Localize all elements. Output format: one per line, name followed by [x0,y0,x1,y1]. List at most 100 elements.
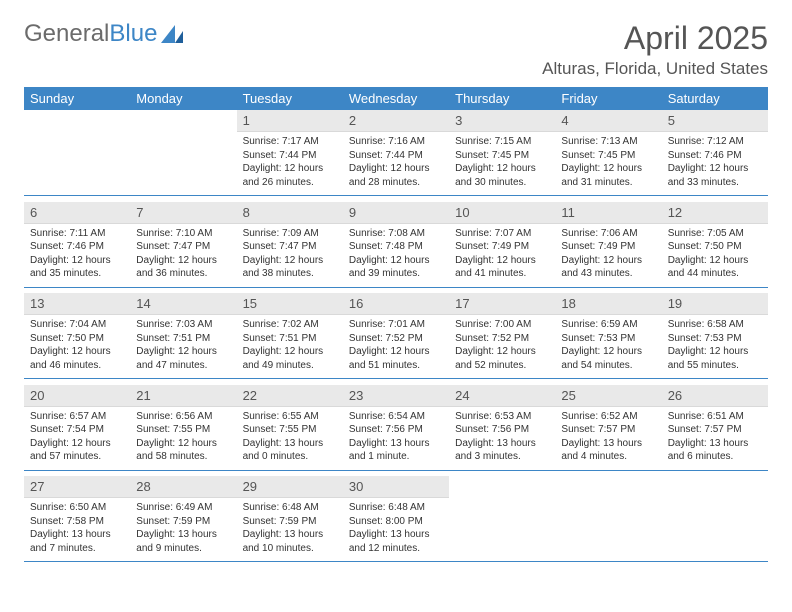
day-number: 2 [343,110,449,132]
day-cell: 16Sunrise: 7:01 AMSunset: 7:52 PMDayligh… [343,293,449,379]
logo-icon [161,25,187,43]
sunset-text: Sunset: 7:53 PM [668,332,762,346]
daylight-text: Daylight: 12 hours and 54 minutes. [561,345,655,372]
dow-header: Tuesday [237,87,343,110]
sunrise-text: Sunrise: 6:50 AM [30,501,124,515]
day-cell: 9Sunrise: 7:08 AMSunset: 7:48 PMDaylight… [343,202,449,288]
daylight-text: Daylight: 12 hours and 44 minutes. [668,254,762,281]
day-number: 22 [237,385,343,407]
day-body: Sunrise: 6:53 AMSunset: 7:56 PMDaylight:… [449,407,555,470]
day-body: Sunrise: 6:58 AMSunset: 7:53 PMDaylight:… [662,315,768,378]
day-cell: 17Sunrise: 7:00 AMSunset: 7:52 PMDayligh… [449,293,555,379]
dow-header: Wednesday [343,87,449,110]
sunset-text: Sunset: 7:52 PM [349,332,443,346]
day-cell: 14Sunrise: 7:03 AMSunset: 7:51 PMDayligh… [130,293,236,379]
day-cell: 30Sunrise: 6:48 AMSunset: 8:00 PMDayligh… [343,476,449,562]
week-row: 1Sunrise: 7:17 AMSunset: 7:44 PMDaylight… [24,110,768,196]
day-body: Sunrise: 7:03 AMSunset: 7:51 PMDaylight:… [130,315,236,378]
daylight-text: Daylight: 13 hours and 1 minute. [349,437,443,464]
day-body: Sunrise: 7:04 AMSunset: 7:50 PMDaylight:… [24,315,130,378]
sunrise-text: Sunrise: 6:54 AM [349,410,443,424]
day-cell: 28Sunrise: 6:49 AMSunset: 7:59 PMDayligh… [130,476,236,562]
sunrise-text: Sunrise: 7:01 AM [349,318,443,332]
dow-header: Sunday [24,87,130,110]
daylight-text: Daylight: 13 hours and 4 minutes. [561,437,655,464]
sunrise-text: Sunrise: 6:49 AM [136,501,230,515]
sunrise-text: Sunrise: 7:05 AM [668,227,762,241]
day-number: 16 [343,293,449,315]
daylight-text: Daylight: 12 hours and 52 minutes. [455,345,549,372]
day-number: 26 [662,385,768,407]
sunrise-text: Sunrise: 7:17 AM [243,135,337,149]
day-number: 7 [130,202,236,224]
sunrise-text: Sunrise: 6:52 AM [561,410,655,424]
sunset-text: Sunset: 7:59 PM [136,515,230,529]
day-body: Sunrise: 7:17 AMSunset: 7:44 PMDaylight:… [237,132,343,195]
day-number: 20 [24,385,130,407]
week-row: 13Sunrise: 7:04 AMSunset: 7:50 PMDayligh… [24,293,768,379]
sunset-text: Sunset: 7:50 PM [30,332,124,346]
sunrise-text: Sunrise: 6:48 AM [349,501,443,515]
week-row: 27Sunrise: 6:50 AMSunset: 7:58 PMDayligh… [24,476,768,562]
day-cell: 24Sunrise: 6:53 AMSunset: 7:56 PMDayligh… [449,385,555,471]
sunset-text: Sunset: 7:57 PM [561,423,655,437]
day-cell: 19Sunrise: 6:58 AMSunset: 7:53 PMDayligh… [662,293,768,379]
sunset-text: Sunset: 7:47 PM [136,240,230,254]
daylight-text: Daylight: 13 hours and 3 minutes. [455,437,549,464]
day-cell: 15Sunrise: 7:02 AMSunset: 7:51 PMDayligh… [237,293,343,379]
day-body: Sunrise: 7:09 AMSunset: 7:47 PMDaylight:… [237,224,343,287]
title-block: April 2025 Alturas, Florida, United Stat… [542,20,768,79]
sunset-text: Sunset: 7:44 PM [349,149,443,163]
sunset-text: Sunset: 7:44 PM [243,149,337,163]
day-cell: 11Sunrise: 7:06 AMSunset: 7:49 PMDayligh… [555,202,661,288]
day-body: Sunrise: 6:54 AMSunset: 7:56 PMDaylight:… [343,407,449,470]
daylight-text: Daylight: 13 hours and 0 minutes. [243,437,337,464]
sunrise-text: Sunrise: 6:57 AM [30,410,124,424]
sunset-text: Sunset: 7:53 PM [561,332,655,346]
day-cell: 12Sunrise: 7:05 AMSunset: 7:50 PMDayligh… [662,202,768,288]
sunrise-text: Sunrise: 7:02 AM [243,318,337,332]
daylight-text: Daylight: 12 hours and 36 minutes. [136,254,230,281]
sunset-text: Sunset: 7:47 PM [243,240,337,254]
day-number: 12 [662,202,768,224]
logo-text-2: Blue [109,20,157,48]
day-number: 15 [237,293,343,315]
day-number: 28 [130,476,236,498]
day-body: Sunrise: 7:06 AMSunset: 7:49 PMDaylight:… [555,224,661,287]
sunset-text: Sunset: 7:55 PM [243,423,337,437]
day-body: Sunrise: 7:10 AMSunset: 7:47 PMDaylight:… [130,224,236,287]
daylight-text: Daylight: 12 hours and 30 minutes. [455,162,549,189]
sunrise-text: Sunrise: 6:55 AM [243,410,337,424]
daylight-text: Daylight: 12 hours and 47 minutes. [136,345,230,372]
day-body: Sunrise: 7:15 AMSunset: 7:45 PMDaylight:… [449,132,555,195]
daylight-text: Daylight: 12 hours and 39 minutes. [349,254,443,281]
day-number: 24 [449,385,555,407]
dow-header: Saturday [662,87,768,110]
sunset-text: Sunset: 7:56 PM [455,423,549,437]
sunset-text: Sunset: 7:49 PM [561,240,655,254]
day-number: 3 [449,110,555,132]
day-cell: 4Sunrise: 7:13 AMSunset: 7:45 PMDaylight… [555,110,661,196]
day-cell: 27Sunrise: 6:50 AMSunset: 7:58 PMDayligh… [24,476,130,562]
daylight-text: Daylight: 12 hours and 38 minutes. [243,254,337,281]
daylight-text: Daylight: 12 hours and 46 minutes. [30,345,124,372]
day-number: 30 [343,476,449,498]
daylight-text: Daylight: 13 hours and 7 minutes. [30,528,124,555]
sunrise-text: Sunrise: 7:12 AM [668,135,762,149]
day-number: 18 [555,293,661,315]
logo-text-1: General [24,20,109,48]
day-body: Sunrise: 7:16 AMSunset: 7:44 PMDaylight:… [343,132,449,195]
day-number: 13 [24,293,130,315]
header: GeneralBlue April 2025 Alturas, Florida,… [24,20,768,79]
day-cell: 10Sunrise: 7:07 AMSunset: 7:49 PMDayligh… [449,202,555,288]
day-number: 21 [130,385,236,407]
daylight-text: Daylight: 12 hours and 35 minutes. [30,254,124,281]
day-body: Sunrise: 6:50 AMSunset: 7:58 PMDaylight:… [24,498,130,561]
day-cell: 18Sunrise: 6:59 AMSunset: 7:53 PMDayligh… [555,293,661,379]
day-body: Sunrise: 6:57 AMSunset: 7:54 PMDaylight:… [24,407,130,470]
day-cell: 5Sunrise: 7:12 AMSunset: 7:46 PMDaylight… [662,110,768,196]
daylight-text: Daylight: 12 hours and 57 minutes. [30,437,124,464]
daylight-text: Daylight: 12 hours and 28 minutes. [349,162,443,189]
day-cell: 23Sunrise: 6:54 AMSunset: 7:56 PMDayligh… [343,385,449,471]
sunrise-text: Sunrise: 7:03 AM [136,318,230,332]
